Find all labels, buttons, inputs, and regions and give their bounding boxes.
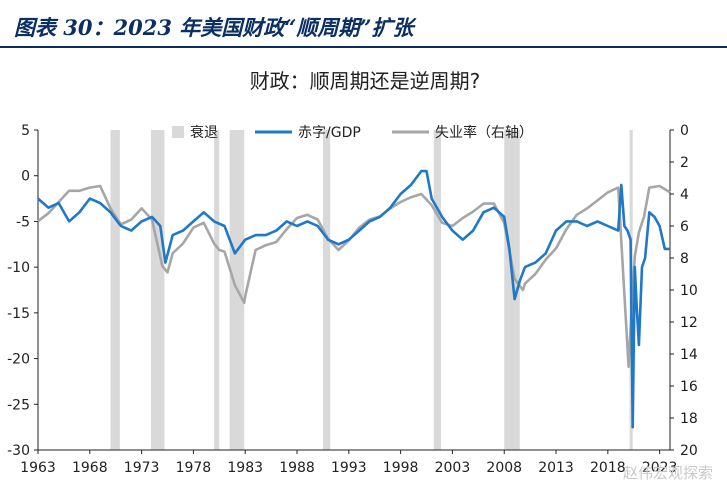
- recession-bar: [322, 130, 331, 450]
- x-tick-label: 1983: [227, 460, 263, 476]
- y-tick-label: -25: [7, 397, 30, 413]
- legend-label-recession: 衰退: [190, 124, 218, 141]
- title-rule: [0, 46, 727, 48]
- y2-tick-label: 16: [680, 379, 698, 395]
- y2-tick-label: 2: [680, 155, 689, 171]
- y-tick-label: -20: [7, 352, 30, 368]
- y2-tick-label: 20: [680, 443, 698, 459]
- x-tick-label: 1993: [331, 460, 367, 476]
- watermark: 赵伟宏观探索: [622, 464, 713, 482]
- figure-title: 图表 30：2023 年美国财政“顺周期”扩张: [14, 15, 414, 40]
- y-tick-label: -30: [7, 443, 30, 459]
- y2-tick-label: 4: [680, 187, 689, 203]
- recession-bar: [150, 130, 165, 450]
- recession-bar: [433, 130, 442, 450]
- x-tick-label: 1988: [279, 460, 315, 476]
- x-tick-label: 1963: [20, 460, 56, 476]
- x-tick-label: 2008: [486, 460, 522, 476]
- x-tick-label: 2013: [538, 460, 574, 476]
- y2-tick-label: 0: [680, 123, 689, 139]
- y2-tick-label: 12: [680, 315, 698, 331]
- y-tick-label: -15: [7, 306, 30, 322]
- y2-tick-label: 8: [680, 251, 689, 267]
- y2-tick-label: 6: [680, 219, 689, 235]
- y-tick-label: 5: [21, 123, 30, 139]
- chart-title: 财政：顺周期还是逆周期?: [250, 69, 481, 93]
- x-tick-label: 1978: [176, 460, 212, 476]
- x-tick-label: 2003: [435, 460, 471, 476]
- y-tick-label: -10: [7, 260, 30, 276]
- y-tick-label: -5: [16, 214, 30, 230]
- x-tick-label: 1968: [72, 460, 108, 476]
- unemployment-line: [37, 184, 671, 369]
- x-tick-label: 1973: [124, 460, 160, 476]
- legend-label-deficit: 赤字/GDP: [298, 125, 361, 141]
- y-tick-label: 0: [21, 169, 30, 185]
- legend-swatch-recession: [172, 126, 184, 138]
- y2-tick-label: 14: [680, 347, 698, 363]
- legend: 衰退 赤字/GDP 失业率（右轴）: [172, 124, 533, 141]
- recession-bar: [110, 130, 120, 450]
- y2-tick-label: 18: [680, 411, 698, 427]
- axes: 5 0 -5 -10 -15 -20 -25 -30 0 2 4 6 8 10 12 14 16 18 20 1963…: [7, 123, 698, 476]
- x-tick-label: 1998: [383, 460, 419, 476]
- deficit-gdp-line: [37, 169, 670, 429]
- recession-bars: [110, 130, 633, 450]
- legend-label-unemployment: 失业率（右轴）: [435, 124, 533, 141]
- y2-tick-label: 10: [680, 283, 698, 299]
- recession-bar: [214, 130, 220, 450]
- x-tick-label: 2023: [642, 460, 678, 476]
- series-lines: [37, 169, 671, 429]
- recession-bar: [504, 130, 520, 450]
- x-tick-label: 2018: [590, 460, 626, 476]
